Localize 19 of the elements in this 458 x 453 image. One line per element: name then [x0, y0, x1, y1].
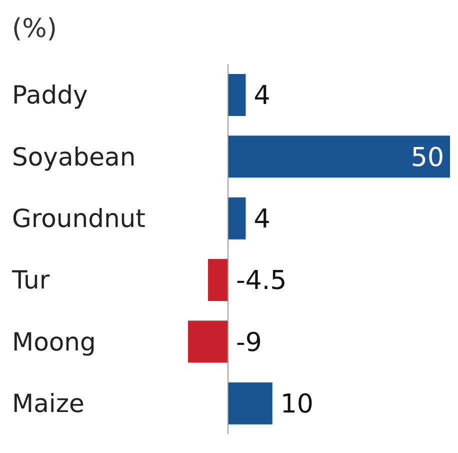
y-tick-label: Moong — [12, 327, 96, 356]
data-label: -4.5 — [236, 266, 287, 296]
data-label: 4 — [254, 81, 270, 112]
y-tick-label: Paddy — [12, 80, 88, 110]
bar — [228, 197, 246, 240]
data-label: -9 — [236, 328, 262, 358]
chart-subtitle: (%) — [11, 13, 58, 46]
data-label: 10 — [280, 389, 314, 420]
bar — [228, 136, 450, 178]
bar — [228, 382, 272, 424]
y-tick-label: Groundnut — [12, 204, 146, 234]
data-label: 4 — [254, 204, 270, 234]
bar — [208, 259, 228, 301]
bar — [188, 320, 228, 363]
y-tick-label: Soyabean — [12, 142, 136, 172]
y-tick-label: Maize — [12, 389, 84, 418]
bar — [228, 74, 246, 116]
data-label: 50 — [410, 142, 444, 173]
y-tick-label: Tur — [11, 266, 50, 295]
